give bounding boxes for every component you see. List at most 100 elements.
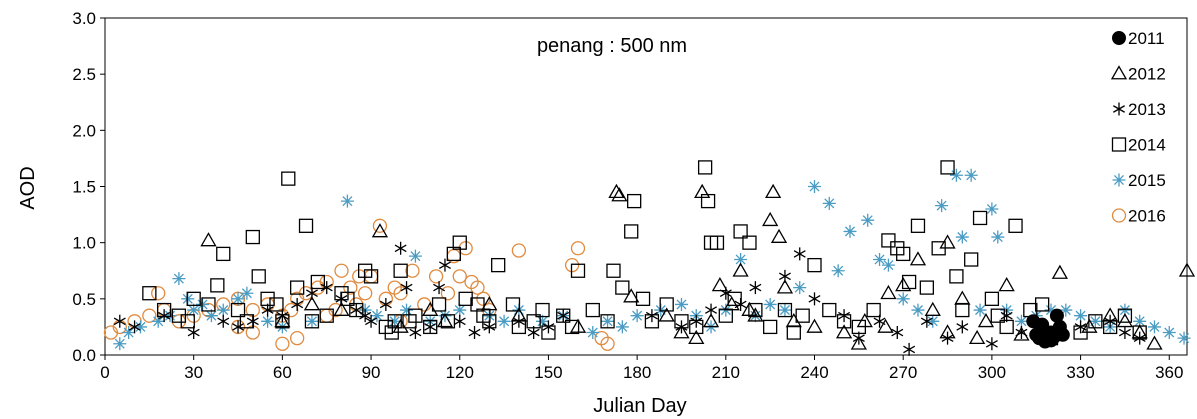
data-point bbox=[785, 312, 802, 328]
data-point bbox=[1044, 333, 1059, 348]
data-point bbox=[807, 257, 822, 273]
data-point bbox=[749, 281, 762, 295]
data-point bbox=[694, 183, 711, 199]
data-point bbox=[402, 314, 417, 329]
data-point bbox=[985, 337, 998, 351]
data-point bbox=[392, 318, 409, 333]
data-point bbox=[1055, 327, 1070, 342]
data-point bbox=[742, 235, 757, 250]
data-point bbox=[180, 314, 195, 329]
data-point bbox=[1118, 326, 1131, 340]
data-point bbox=[723, 296, 740, 311]
data-point bbox=[433, 281, 446, 295]
data-point bbox=[431, 297, 447, 312]
data-point bbox=[151, 286, 166, 301]
data-point bbox=[281, 171, 296, 186]
data-point bbox=[852, 331, 865, 345]
y-tick-label: 1.0 bbox=[72, 234, 96, 253]
legend-marker bbox=[1113, 102, 1125, 116]
data-point bbox=[623, 288, 640, 303]
data-point bbox=[1088, 314, 1102, 328]
data-point bbox=[298, 218, 314, 233]
data-point bbox=[422, 301, 439, 316]
axes: 0 30 60 90 120 150 180 210 240 270 300 330 360 0.0 0.5… bbox=[72, 9, 1183, 382]
data-point bbox=[497, 314, 511, 328]
data-point bbox=[690, 314, 703, 328]
data-point bbox=[1074, 309, 1088, 323]
data-point bbox=[261, 314, 275, 328]
data-point bbox=[452, 235, 467, 250]
data-point bbox=[333, 301, 350, 316]
x-tick-label: 30 bbox=[184, 363, 203, 382]
data-point bbox=[570, 241, 586, 256]
data-point bbox=[850, 335, 867, 350]
data-point bbox=[570, 263, 586, 278]
data-point bbox=[793, 281, 807, 295]
y-tick-label: 0.5 bbox=[72, 290, 96, 309]
y-axis-title: AOD bbox=[17, 166, 39, 209]
data-point bbox=[334, 263, 349, 278]
data-point bbox=[481, 296, 498, 311]
data-point bbox=[1034, 297, 1050, 312]
data-point bbox=[458, 291, 473, 306]
data-point bbox=[861, 213, 875, 227]
data-point bbox=[1147, 320, 1161, 334]
legend-marker bbox=[1111, 208, 1127, 223]
data-point bbox=[535, 302, 550, 318]
y-tick-label: 3.0 bbox=[72, 9, 96, 28]
data-point bbox=[786, 325, 801, 340]
data-point bbox=[171, 314, 187, 329]
data-point bbox=[954, 290, 971, 305]
x-tick-label: 0 bbox=[100, 363, 109, 382]
data-point bbox=[370, 309, 384, 323]
data-point bbox=[246, 314, 259, 328]
data-point bbox=[881, 233, 896, 248]
data-point bbox=[405, 263, 420, 278]
data-point bbox=[230, 302, 246, 318]
y-tick-label: 2.5 bbox=[72, 65, 96, 84]
data-point bbox=[1081, 318, 1098, 333]
data-point bbox=[873, 253, 887, 267]
data-point bbox=[924, 301, 941, 316]
data-point bbox=[569, 318, 587, 333]
data-point bbox=[363, 269, 379, 284]
data-point bbox=[806, 318, 823, 333]
data-point bbox=[394, 241, 407, 255]
data-point bbox=[838, 309, 851, 323]
data-point bbox=[251, 269, 266, 284]
data-point bbox=[371, 223, 389, 238]
data-point bbox=[658, 307, 675, 322]
data-point bbox=[564, 319, 580, 335]
data-point bbox=[372, 218, 388, 233]
data-point bbox=[310, 274, 326, 290]
data-point bbox=[217, 314, 230, 328]
data-point bbox=[606, 263, 621, 278]
data-point bbox=[909, 251, 927, 266]
data-point bbox=[675, 320, 688, 334]
data-point bbox=[624, 224, 639, 239]
data-point bbox=[343, 280, 358, 295]
series-2014 bbox=[142, 160, 1147, 346]
data-point bbox=[955, 230, 969, 244]
data-point bbox=[964, 168, 978, 182]
data-point bbox=[977, 312, 995, 328]
data-point bbox=[822, 302, 837, 318]
data-point bbox=[1059, 303, 1073, 317]
data-point bbox=[1000, 309, 1013, 323]
data-point bbox=[1118, 303, 1132, 317]
data-point bbox=[985, 202, 999, 216]
data-point bbox=[615, 280, 630, 295]
series-2012 bbox=[200, 183, 1196, 350]
data-point bbox=[142, 308, 157, 323]
data-point bbox=[763, 319, 778, 335]
data-point bbox=[673, 324, 690, 339]
data-point bbox=[505, 297, 521, 312]
data-point bbox=[245, 229, 260, 245]
data-point bbox=[274, 312, 291, 328]
data-point bbox=[542, 320, 555, 334]
legend-item: 2011 bbox=[1112, 29, 1165, 48]
data-point bbox=[895, 277, 912, 292]
data-point bbox=[763, 297, 777, 311]
legend-item: 2013 bbox=[1113, 100, 1166, 119]
data-point bbox=[453, 303, 467, 317]
